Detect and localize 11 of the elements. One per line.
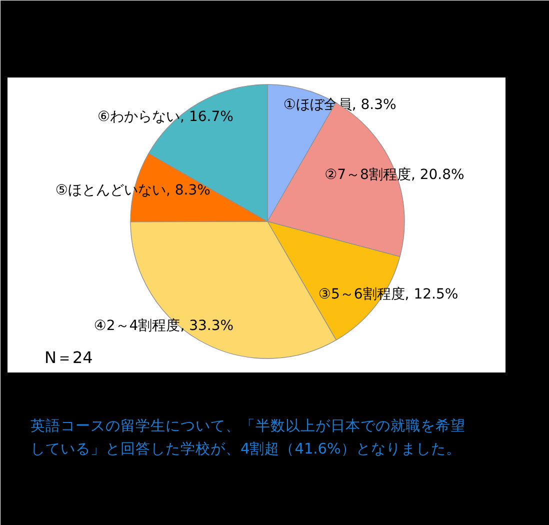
slice-label: ②7～8割程度: [324, 167, 411, 184]
data-label: , 8.3%: [166, 182, 210, 199]
slice-label: ④2～4割程度: [94, 318, 180, 334]
data-label: , 33.3%: [180, 318, 234, 334]
data-label: , 20.8%: [410, 167, 464, 184]
data-label: , 12.5%: [404, 286, 458, 303]
text: N＝24: [44, 348, 93, 367]
data-label: , 16.7%: [180, 109, 234, 126]
text: 英語コースの留学生について、「半数以上が日本での就職を希望している」と回答した学校が、4割超（41.6%）となりました。: [30, 418, 466, 458]
slice-label: ⑥わからない: [98, 109, 180, 126]
data-label: , 8.3%: [352, 97, 396, 114]
